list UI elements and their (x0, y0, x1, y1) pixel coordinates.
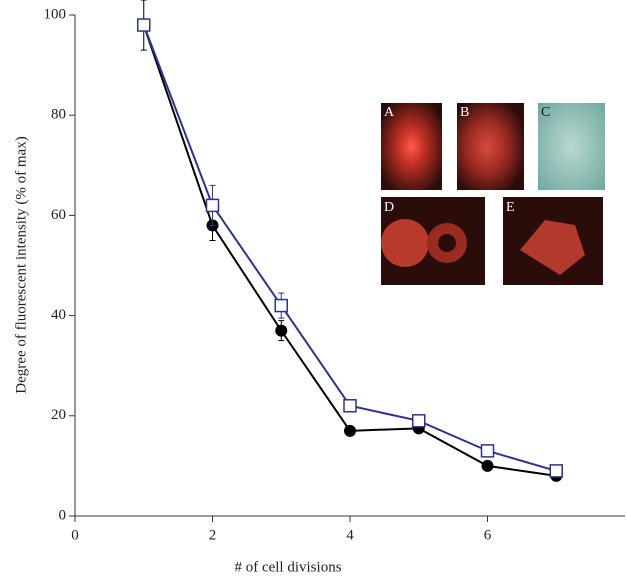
marker (413, 415, 425, 427)
marker (275, 300, 287, 312)
x-axis-label: # of cell divisions (234, 559, 341, 575)
cell (381, 219, 429, 267)
panel-label: C (541, 105, 550, 120)
panel-label: A (384, 105, 395, 120)
panel-label: B (460, 105, 469, 120)
y-tick-label: 80 (51, 107, 66, 123)
marker (138, 19, 150, 31)
y-tick-label: 40 (51, 307, 66, 323)
marker (344, 400, 356, 412)
marker (550, 465, 562, 477)
x-tick-label: 2 (209, 527, 217, 543)
marker (344, 425, 356, 437)
y-tick-label: 100 (44, 6, 67, 22)
y-axis-label: Degree of fluorescent intensity (% of ma… (13, 136, 29, 393)
marker (482, 445, 494, 457)
marker (482, 460, 494, 472)
panel-label: E (506, 200, 515, 215)
marker (275, 325, 287, 337)
x-tick-label: 4 (346, 527, 354, 543)
y-tick-label: 60 (51, 207, 66, 223)
y-tick-label: 0 (59, 507, 67, 523)
inset-images: A B C D E (381, 103, 605, 285)
panel-label: D (384, 200, 394, 215)
x-tick-label: 0 (71, 527, 79, 543)
chart: A B C D E # of cell divisions Degree of … (0, 0, 627, 579)
cell (438, 234, 456, 252)
x-tick-label: 6 (484, 527, 492, 543)
y-tick-label: 20 (51, 407, 66, 423)
marker (207, 199, 219, 211)
